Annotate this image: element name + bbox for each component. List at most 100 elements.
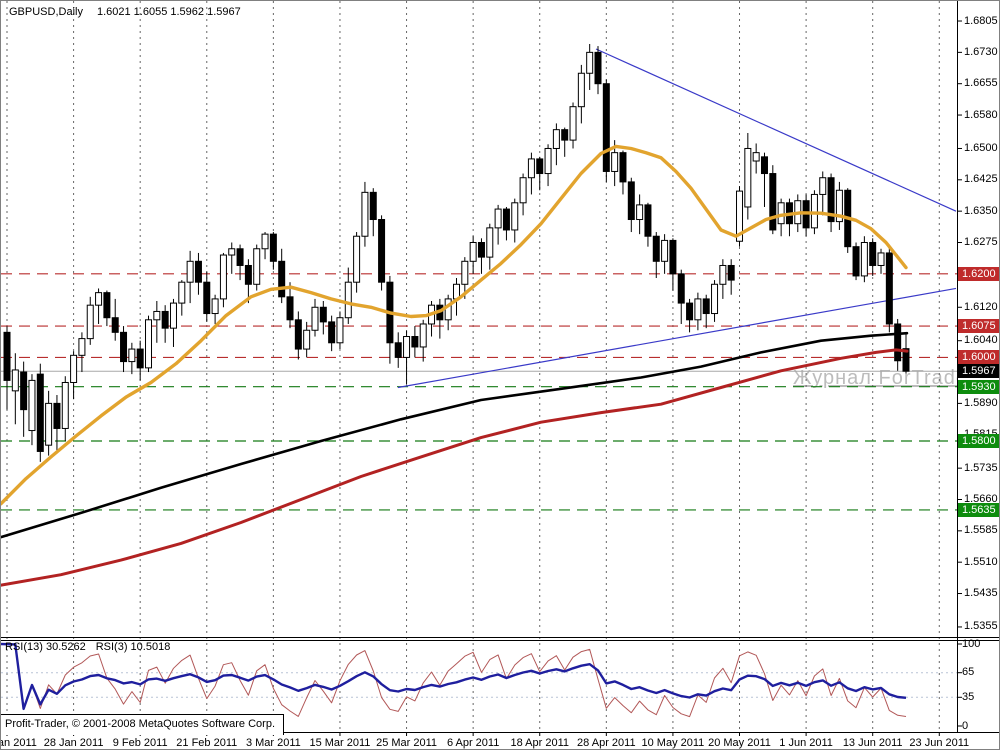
candle-body-bull [519, 177, 527, 204]
candle [336, 311, 344, 350]
candle [236, 244, 244, 281]
candle-body-bear [203, 281, 211, 315]
price-tick-label: 1.6425 [964, 173, 998, 186]
candle-body-bear [502, 208, 510, 231]
candle-body-bear [136, 348, 144, 369]
candle-body-bull [544, 147, 552, 175]
date-label: 3 Mar 2011 [245, 737, 301, 749]
date-label: 9 Feb 2011 [112, 737, 168, 749]
candle [544, 144, 552, 187]
candle [744, 133, 752, 220]
date-label: 21 Feb 2011 [176, 737, 238, 749]
candle [344, 267, 352, 324]
price-level-badge-green: 1.5800 [958, 433, 999, 448]
ma-fast-orange-line [1, 144, 908, 506]
candle [827, 173, 835, 233]
price-tick-label: 1.6120 [964, 300, 998, 313]
candle-body-bull [353, 235, 361, 283]
candle [311, 298, 319, 337]
candle [28, 374, 36, 446]
candle-body-bull [45, 402, 53, 446]
candle-body-bull [694, 298, 702, 321]
candle-body-bull [736, 190, 744, 242]
candle [203, 271, 211, 322]
candle [752, 143, 760, 174]
candle-body-bear [328, 321, 336, 344]
date-label: 1 Jun 2011 [779, 737, 833, 749]
rsi-scale-label: 65 [962, 666, 975, 679]
panel-borders [1, 1, 999, 736]
price-tick-label: 1.5735 [964, 461, 998, 474]
ohlc-readout: 1.6021 1.6055 1.5962 1.5967 [96, 6, 241, 18]
candle [403, 330, 411, 385]
current-price-badge: 1.5967 [958, 364, 999, 379]
candle [594, 46, 602, 95]
candle [669, 238, 677, 291]
candle-body-bull [661, 239, 669, 262]
candle [760, 152, 768, 207]
price-tick-label: 1.6580 [964, 108, 998, 121]
candle-body-bull [552, 129, 560, 149]
candle-body-bull [444, 298, 452, 321]
candle [286, 282, 294, 329]
candle-body-bull [61, 381, 69, 429]
candle-body-bull [253, 248, 261, 285]
candle [419, 319, 427, 362]
date-label: 10 May 2011 [641, 737, 705, 749]
candle-body-bear [20, 371, 28, 411]
candle-body-bear [3, 331, 11, 381]
candle [869, 238, 877, 276]
candle-body-bear [902, 348, 910, 372]
date-label: 18 Jan 2011 [1, 737, 37, 749]
trendlines [397, 48, 957, 389]
candle-body-bear [278, 260, 286, 298]
trendline [397, 287, 957, 389]
candle [120, 326, 128, 373]
candle [577, 64, 585, 124]
candle [386, 275, 394, 364]
candle [319, 301, 327, 335]
candle-body-bull [186, 260, 194, 283]
candle-body-bull [461, 260, 469, 285]
candle [303, 321, 311, 358]
candle [45, 390, 53, 456]
price-tick-label: 1.5585 [964, 524, 998, 537]
candle-body-bull [486, 227, 494, 258]
candle-body-bear [594, 51, 602, 85]
candle-body-bull [752, 152, 760, 162]
candle [169, 298, 177, 347]
candle [178, 280, 186, 316]
price-tick-label: 1.6040 [964, 334, 998, 347]
candle [278, 248, 286, 304]
candle [677, 269, 685, 324]
ma-slow-red-line [1, 348, 909, 587]
candle-body-bear [686, 302, 694, 321]
candle-body-bull [636, 204, 644, 221]
candle-body-bull [95, 292, 103, 306]
candle-body-bear [53, 402, 61, 429]
candle-body-bull [211, 298, 219, 315]
candle-body-bear [852, 246, 860, 277]
candle [852, 242, 860, 281]
price-level-badge-red: 1.6075 [958, 319, 999, 334]
candle-body-bull [469, 241, 477, 262]
candle [444, 294, 452, 331]
candle-body-bull [28, 379, 36, 432]
candle [328, 315, 336, 352]
candle-body-bull [719, 264, 727, 285]
candle-body-bear [702, 298, 710, 315]
candlestick-series [3, 44, 910, 462]
candle [686, 298, 694, 333]
date-label: 20 May 2011 [708, 737, 771, 749]
date-label: 18 Apr 2011 [510, 737, 569, 749]
candle-body-bull [527, 158, 535, 179]
candle [502, 206, 510, 241]
candle-body-bull [586, 51, 594, 74]
price-level-badge-red: 1.6000 [958, 350, 999, 365]
candle [36, 363, 44, 462]
candle [536, 156, 544, 191]
candle [20, 361, 28, 437]
candle-body-bear [644, 204, 652, 237]
candle-body-bull [569, 106, 577, 141]
